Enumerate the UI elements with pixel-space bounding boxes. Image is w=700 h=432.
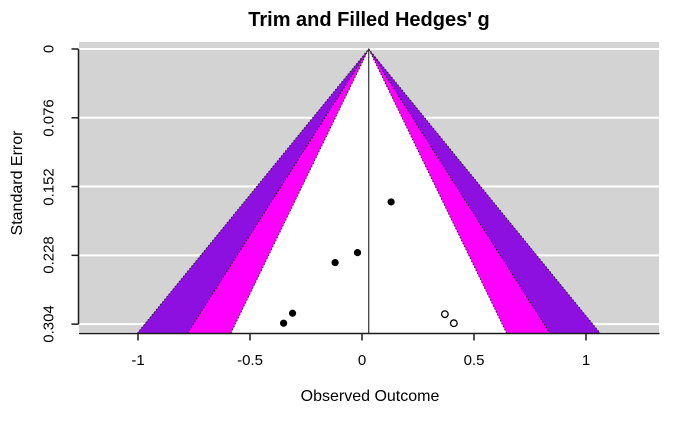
x-tick-label: 0.5 xyxy=(463,352,485,369)
chart-title: Trim and Filled Hedges' g xyxy=(248,9,490,31)
y-tick-label: 0.076 xyxy=(40,98,58,137)
x-tick-label: -0.5 xyxy=(237,352,263,369)
y-tick-label: 0.152 xyxy=(40,167,58,206)
observed-study-point xyxy=(387,198,395,206)
observed-study-point xyxy=(353,249,362,257)
x-tick-label: 0 xyxy=(357,352,367,369)
x-tick-label: 1 xyxy=(581,352,591,369)
y-tick-label: 0 xyxy=(40,44,58,54)
observed-study-point xyxy=(331,258,339,267)
x-tick-label: -1 xyxy=(131,352,145,369)
x-axis-title: Observed Outcome xyxy=(300,388,440,405)
y-axis-title: Standard Error xyxy=(9,130,26,236)
imputed-study-point xyxy=(449,319,458,328)
y-tick-label: 0.228 xyxy=(40,236,58,275)
observed-study-point xyxy=(280,319,288,327)
imputed-study-point xyxy=(440,310,449,319)
observed-study-point xyxy=(288,309,297,317)
y-tick-label: 0.304 xyxy=(40,305,58,343)
